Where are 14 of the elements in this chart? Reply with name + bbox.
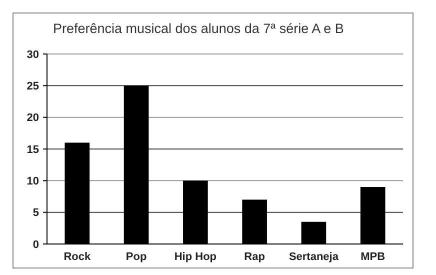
y-tick-label: 15 (26, 144, 39, 156)
x-tick-label: Hip Hop (174, 251, 217, 263)
x-tick-label: Pop (126, 251, 147, 263)
y-tick-label: 5 (32, 207, 39, 220)
y-tick-label: 0 (32, 238, 39, 251)
y-tick-label: 25 (26, 80, 39, 93)
x-tick-label: Rock (64, 251, 92, 263)
x-tick-label: Rap (244, 251, 266, 263)
chart-title: Preferência musical dos alunos da 7ª série A e B (53, 21, 344, 36)
y-tick-label: 30 (26, 48, 39, 61)
y-tick-label: 10 (26, 176, 39, 188)
y-tick-label: 20 (26, 112, 39, 124)
x-tick-label: MPB (360, 251, 386, 263)
x-tick-label: Sertaneja (288, 251, 340, 263)
